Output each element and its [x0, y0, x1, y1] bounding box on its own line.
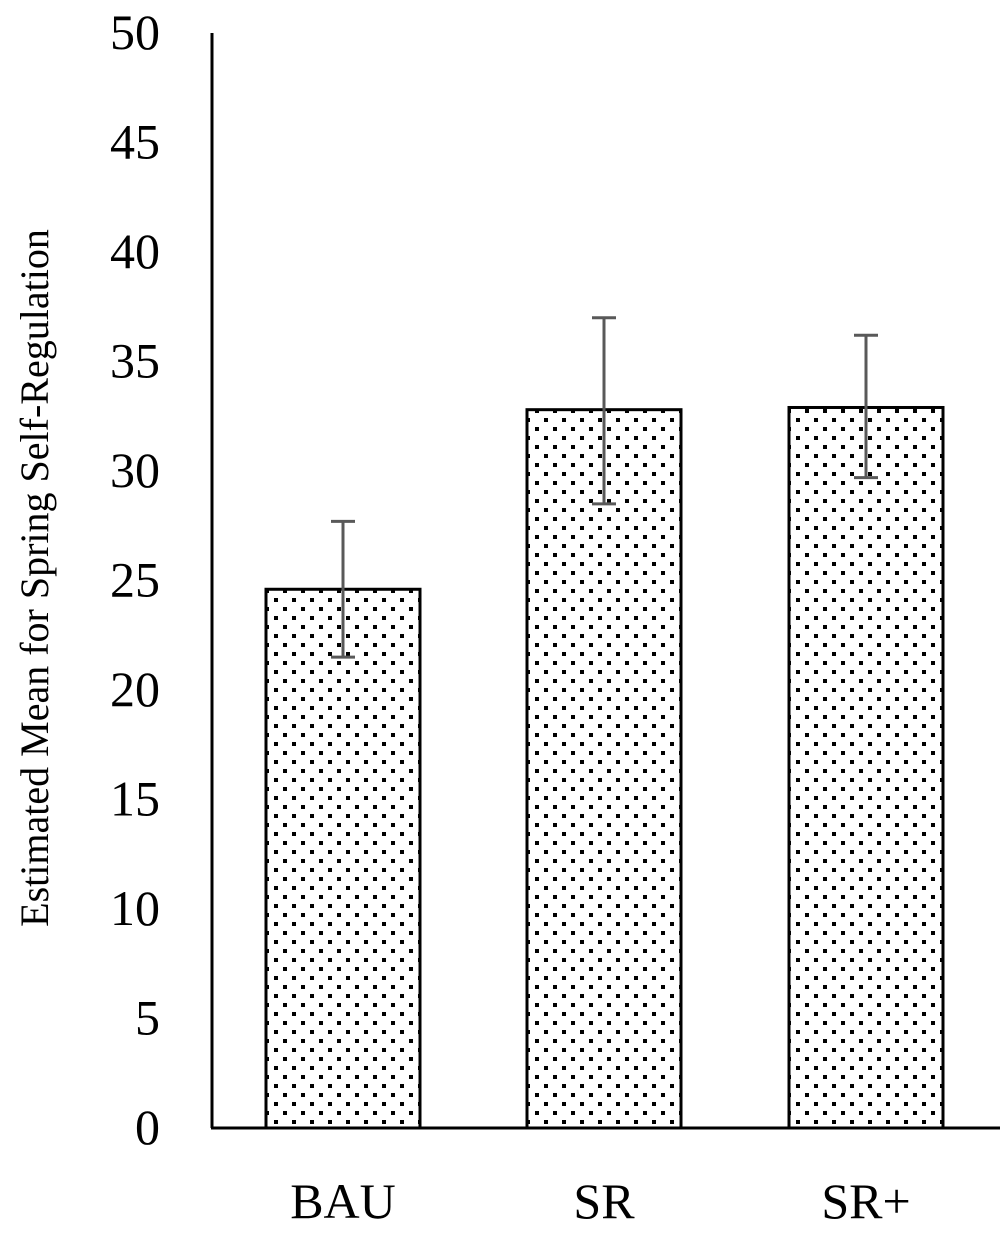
y-tick-label: 40: [110, 223, 160, 279]
error-bar-sr-plus: [854, 333, 878, 480]
x-category-labels: BAU SR SR+: [290, 1173, 910, 1229]
x-category-label: BAU: [290, 1173, 396, 1229]
y-tick-label: 50: [110, 4, 160, 60]
y-tick-labels: 0 5 10 15 20 25 30 35 40 45 50: [110, 4, 160, 1155]
error-bar-sr: [592, 316, 616, 506]
bars: [264, 405, 945, 1130]
bar-bau: [264, 587, 422, 1130]
y-tick-label: 5: [135, 990, 160, 1046]
bar-sr-plus: [787, 405, 945, 1130]
y-tick-label: 45: [110, 114, 160, 170]
y-tick-label: 25: [110, 552, 160, 608]
y-tick-label: 10: [110, 880, 160, 936]
y-tick-label: 30: [110, 442, 160, 498]
x-category-label: SR: [573, 1173, 635, 1229]
y-tick-label: 0: [135, 1099, 160, 1155]
y-axis-title: Estimated Mean for Spring Self-Regulatio…: [12, 229, 57, 927]
error-bar-bau: [331, 519, 355, 659]
error-bars: [331, 316, 878, 659]
y-tick-label: 35: [110, 333, 160, 389]
y-tick-label: 20: [110, 661, 160, 717]
bar-sr: [525, 408, 683, 1130]
x-category-label: SR+: [821, 1173, 910, 1229]
y-tick-label: 15: [110, 771, 160, 827]
